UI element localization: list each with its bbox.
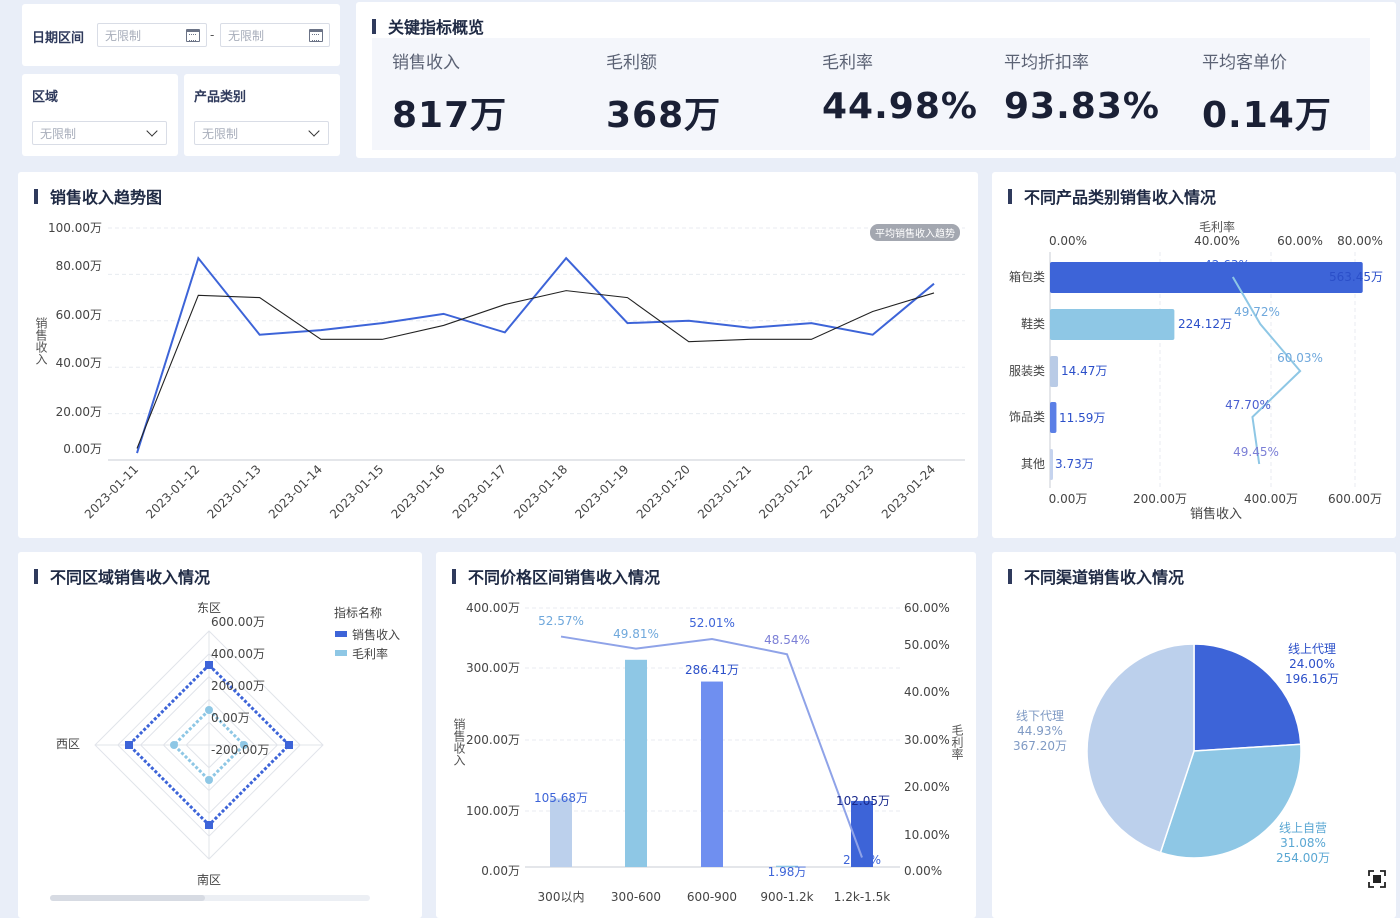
kpi-value: 817万 bbox=[392, 95, 508, 136]
kpi-discount-rate: 平均折扣率 93.83% bbox=[984, 38, 1182, 150]
category-label: 产品类别 bbox=[194, 90, 247, 105]
kpi-label: 平均折扣率 bbox=[1004, 53, 1089, 73]
region-label: 区域 bbox=[32, 90, 59, 105]
kpi-label: 毛利额 bbox=[606, 53, 657, 73]
category-title: 不同产品类别销售收入情况 bbox=[1008, 184, 1216, 208]
kpi-sales: 销售收入 817万 bbox=[372, 38, 586, 150]
kpi-label: 销售收入 bbox=[392, 53, 460, 73]
channel-sales-card: 不同渠道销售收入情况 bbox=[992, 552, 1396, 918]
kpi-label: 平均客单价 bbox=[1202, 53, 1287, 73]
kpi-value: 0.14万 bbox=[1202, 95, 1332, 136]
region-select[interactable]: 无限制 bbox=[32, 121, 167, 145]
avg-trend-pill[interactable]: 平均销售收入趋势 bbox=[870, 224, 960, 241]
kpi-avg-order: 平均客单价 0.14万 bbox=[1182, 38, 1370, 150]
calendar-icon[interactable] bbox=[186, 29, 200, 42]
region-sales-card: 不同区域销售收入情况 bbox=[18, 552, 422, 918]
date-end-placeholder: 无限制 bbox=[228, 28, 265, 43]
sales-trend-card: 销售收入趋势图 bbox=[18, 172, 978, 538]
price-title: 不同价格区间销售收入情况 bbox=[452, 564, 660, 588]
kpi-label: 毛利率 bbox=[822, 53, 873, 73]
date-range-label: 日期区间 bbox=[32, 31, 85, 46]
region-select-value: 无限制 bbox=[40, 126, 77, 141]
calendar-icon[interactable] bbox=[309, 29, 323, 42]
horizontal-scrollbar[interactable] bbox=[50, 895, 370, 901]
date-separator: - bbox=[210, 28, 215, 42]
category-sales-card: 不同产品类别销售收入情况 bbox=[992, 172, 1396, 538]
category-filter-card: 产品类别 无限制 bbox=[184, 74, 340, 156]
region-title: 不同区域销售收入情况 bbox=[34, 564, 210, 588]
kpi-gross-margin: 毛利率 44.98% bbox=[802, 38, 984, 150]
channel-title: 不同渠道销售收入情况 bbox=[1008, 564, 1184, 588]
kpi-value: 44.98% bbox=[822, 86, 978, 127]
kpi-value: 93.83% bbox=[1004, 86, 1160, 127]
date-start-placeholder: 无限制 bbox=[105, 28, 142, 43]
date-end-input[interactable]: 无限制 bbox=[220, 23, 330, 47]
category-select[interactable]: 无限制 bbox=[194, 121, 329, 145]
kpi-title: 关键指标概览 bbox=[372, 14, 484, 38]
category-select-value: 无限制 bbox=[202, 126, 239, 141]
chevron-down-icon bbox=[146, 125, 158, 137]
price-range-card: 不同价格区间销售收入情况 bbox=[436, 552, 976, 918]
date-filter-card: 日期区间 无限制 - 无限制 bbox=[22, 4, 340, 66]
fullscreen-icon[interactable] bbox=[1368, 870, 1386, 888]
region-filter-card: 区域 无限制 bbox=[22, 74, 178, 156]
trend-title: 销售收入趋势图 bbox=[34, 184, 162, 208]
chevron-down-icon bbox=[308, 125, 320, 137]
scrollbar-thumb[interactable] bbox=[50, 895, 205, 901]
kpi-value: 368万 bbox=[606, 95, 722, 136]
date-start-input[interactable]: 无限制 bbox=[97, 23, 207, 47]
kpi-overview-card: 关键指标概览 销售收入 817万 毛利额 368万 毛利率 44.98% 平均折… bbox=[356, 2, 1396, 158]
kpi-gross-profit: 毛利额 368万 bbox=[586, 38, 802, 150]
